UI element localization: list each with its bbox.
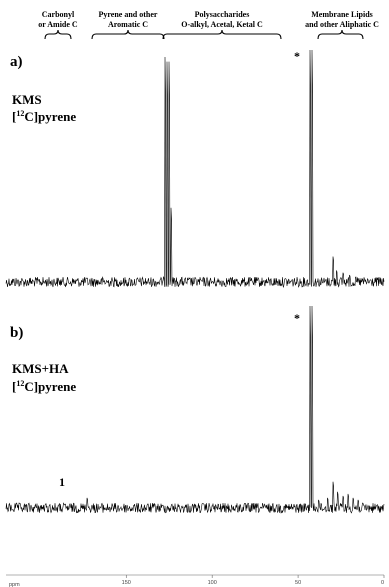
panel-b-peak-label: 1 xyxy=(59,475,65,489)
x-axis: 0 50 100 150 ppm xyxy=(6,574,385,587)
brace-carbonyl xyxy=(44,29,72,40)
panel-b-sample-line1: KMS+HA xyxy=(12,361,69,376)
panel-b-sample-prefix: [ xyxy=(12,379,16,394)
region-label-carbonyl-line2: or Amide C xyxy=(38,20,78,29)
region-label-polysaccharide-line1: Polysaccharides xyxy=(195,10,250,19)
brace-lipid xyxy=(317,29,364,40)
panel-a-letter: a) xyxy=(10,54,23,70)
region-label-lipid-line1: Membrane Lipids xyxy=(311,10,373,19)
region-braces xyxy=(44,29,364,40)
panel-b-sample-superscript: 12 xyxy=(16,379,24,388)
x-axis-ticks: 0 50 100 150 xyxy=(122,575,385,586)
region-labels: Carbonyl or Amide C Pyrene and other Aro… xyxy=(38,10,379,29)
panel-b-sample-line2: [12C]pyrene xyxy=(12,379,76,394)
x-axis-label: ppm xyxy=(9,582,20,587)
region-label-aromatic-line1: Pyrene and other xyxy=(99,10,158,19)
spectrum-a-line xyxy=(5,49,385,288)
brace-polysaccharide xyxy=(162,29,282,40)
region-label-polysaccharide-line2: O-alkyl, Acetal, Ketal C xyxy=(181,20,263,29)
spectrum-b-line xyxy=(5,305,385,514)
panel-a-sample-suffix: C]pyrene xyxy=(24,109,76,124)
region-label-aromatic-line2: Aromatic C xyxy=(108,20,148,29)
panel-b-letter: b) xyxy=(10,325,23,341)
panel-b-solvent-star: * xyxy=(294,311,300,325)
region-label-carbonyl-line1: Carbonyl xyxy=(42,10,75,19)
panel-a-sample-line2: [12C]pyrene xyxy=(12,109,76,124)
x-tick-label: 150 xyxy=(122,580,131,586)
brace-aromatic xyxy=(91,29,165,40)
region-label-lipid-line2: and other Aliphatic C xyxy=(305,20,379,29)
x-tick-label: 100 xyxy=(208,580,217,586)
x-tick-label: 0 xyxy=(381,580,384,586)
panel-b-sample-suffix: C]pyrene xyxy=(24,379,76,394)
panel-a-solvent-star: * xyxy=(294,49,300,63)
panel-a-sample-superscript: 12 xyxy=(16,109,24,118)
x-tick-label: 50 xyxy=(295,580,301,586)
panel-a-sample-prefix: [ xyxy=(12,109,16,124)
panel-a-sample-line1: KMS xyxy=(12,92,42,107)
